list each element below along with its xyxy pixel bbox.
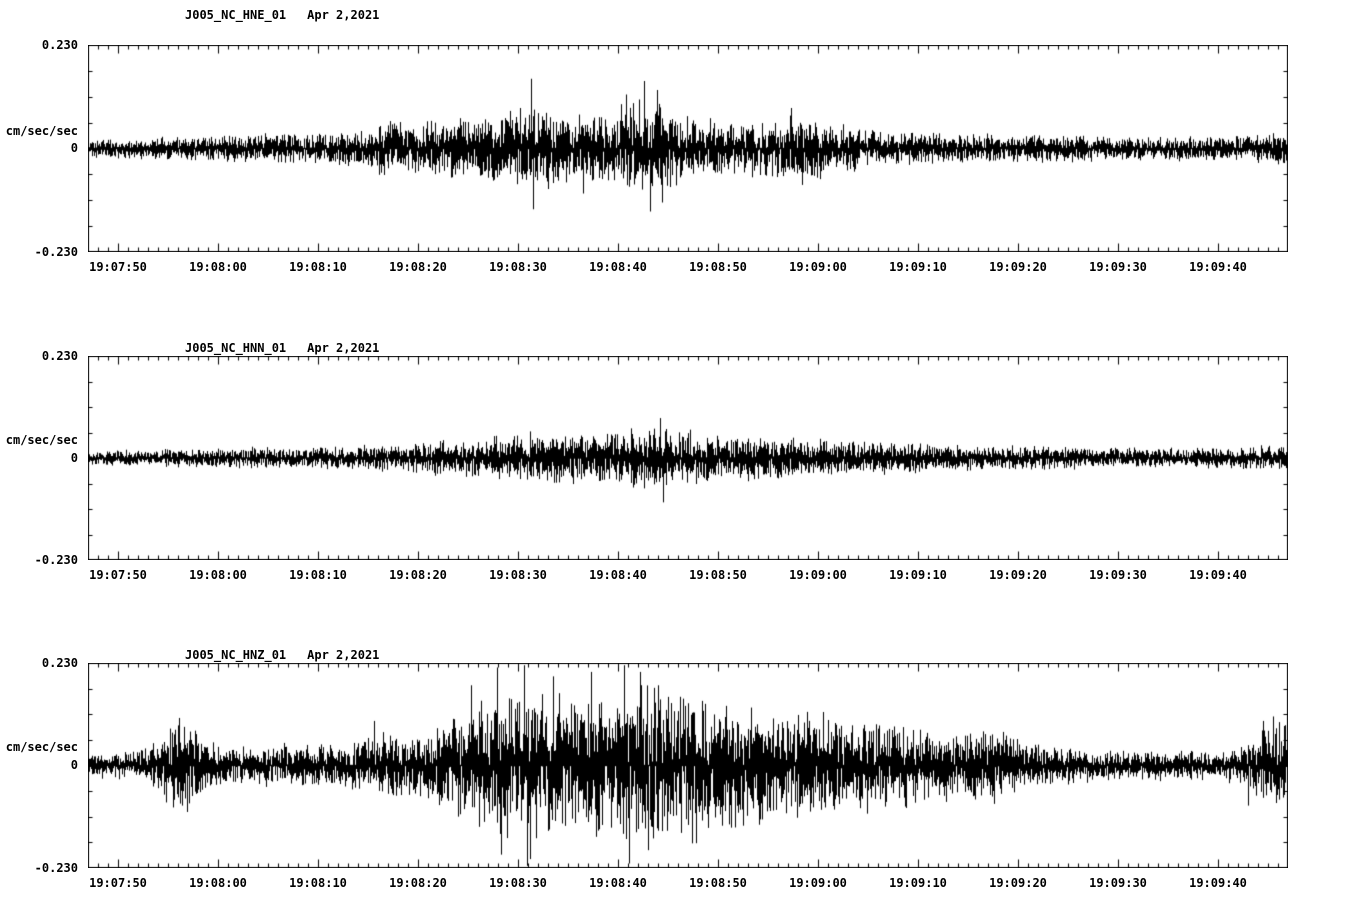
y-axis-min-label: -0.230: [34, 553, 78, 567]
y-axis-max-label: 0.230: [41, 38, 78, 52]
x-tick-label: 19:07:50: [89, 260, 147, 274]
x-tick-label: 19:08:20: [389, 876, 447, 890]
x-tick-label: 19:09:10: [889, 568, 947, 582]
x-tick-label: 19:09:00: [789, 260, 847, 274]
x-tick-label: 19:08:30: [489, 260, 547, 274]
x-tick-label: 19:09:30: [1089, 876, 1147, 890]
x-tick-label: 19:09:10: [889, 876, 947, 890]
x-tick-label: 19:08:10: [289, 568, 347, 582]
x-tick-label: 19:08:00: [189, 260, 247, 274]
x-tick-label: 19:09:00: [789, 568, 847, 582]
panel-title-station: J005_NC_HNZ_01: [185, 648, 287, 662]
panel-title: J005_NC_HNZ_01 Apr 2,2021: [185, 648, 379, 662]
y-axis-max-label: 0.230: [41, 656, 78, 670]
y-axis-unit-label: cm/sec/sec: [5, 124, 78, 138]
x-tick-label: 19:09:30: [1089, 568, 1147, 582]
x-tick-label: 19:08:50: [689, 568, 747, 582]
panel-title-date: Apr 2,2021: [307, 648, 380, 662]
y-axis-min-label: -0.230: [34, 861, 78, 875]
panel-title-date: Apr 2,2021: [307, 8, 380, 22]
x-tick-label: 19:09:40: [1189, 568, 1247, 582]
x-tick-label: 19:09:40: [1189, 876, 1247, 890]
x-axis-labels: 19:07:50 19:08:00 19:08:10 19:08:20 19:08:30…: [88, 876, 1288, 892]
x-tick-label: 19:08:20: [389, 260, 447, 274]
x-tick-label: 19:07:50: [89, 568, 147, 582]
y-axis-zero-label: 0: [70, 451, 78, 465]
x-tick-label: 19:08:10: [289, 260, 347, 274]
panel-title: J005_NC_HNN_01 Apr 2,2021: [185, 341, 379, 355]
waveform-canvas-hne: [88, 45, 1288, 252]
x-tick-label: 19:09:20: [989, 568, 1047, 582]
x-tick-label: 19:09:10: [889, 260, 947, 274]
x-tick-label: 19:08:40: [589, 568, 647, 582]
x-axis-labels: 19:07:50 19:08:00 19:08:10 19:08:20 19:08:30…: [88, 568, 1288, 584]
y-axis-zero-label: 0: [70, 141, 78, 155]
x-tick-label: 19:08:20: [389, 568, 447, 582]
x-tick-label: 19:08:30: [489, 876, 547, 890]
x-tick-label: 19:08:00: [189, 876, 247, 890]
panel-title-station: J005_NC_HNN_01: [185, 341, 287, 355]
y-axis-zero-label: 0: [70, 758, 78, 772]
x-tick-label: 19:09:40: [1189, 260, 1247, 274]
x-tick-label: 19:09:00: [789, 876, 847, 890]
panel-title-date: Apr 2,2021: [307, 341, 380, 355]
panel-title: J005_NC_HNE_01 Apr 2,2021: [185, 8, 379, 22]
x-axis-labels: 19:07:50 19:08:00 19:08:10 19:08:20 19:08:30…: [88, 260, 1288, 276]
y-axis-max-label: 0.230: [41, 349, 78, 363]
x-tick-label: 19:07:50: [89, 876, 147, 890]
x-tick-label: 19:08:50: [689, 876, 747, 890]
y-axis-unit-label: cm/sec/sec: [5, 740, 78, 754]
panel-title-station: J005_NC_HNE_01: [185, 8, 287, 22]
x-tick-label: 19:09:20: [989, 260, 1047, 274]
x-tick-label: 19:08:00: [189, 568, 247, 582]
waveform-canvas-hnn: [88, 356, 1288, 560]
x-tick-label: 19:08:40: [589, 876, 647, 890]
x-tick-label: 19:08:40: [589, 260, 647, 274]
x-tick-label: 19:09:30: [1089, 260, 1147, 274]
y-axis-unit-label: cm/sec/sec: [5, 433, 78, 447]
x-tick-label: 19:08:50: [689, 260, 747, 274]
x-tick-label: 19:08:10: [289, 876, 347, 890]
x-tick-label: 19:08:30: [489, 568, 547, 582]
y-axis-min-label: -0.230: [34, 245, 78, 259]
waveform-canvas-hnz: [88, 663, 1288, 868]
x-tick-label: 19:09:20: [989, 876, 1047, 890]
